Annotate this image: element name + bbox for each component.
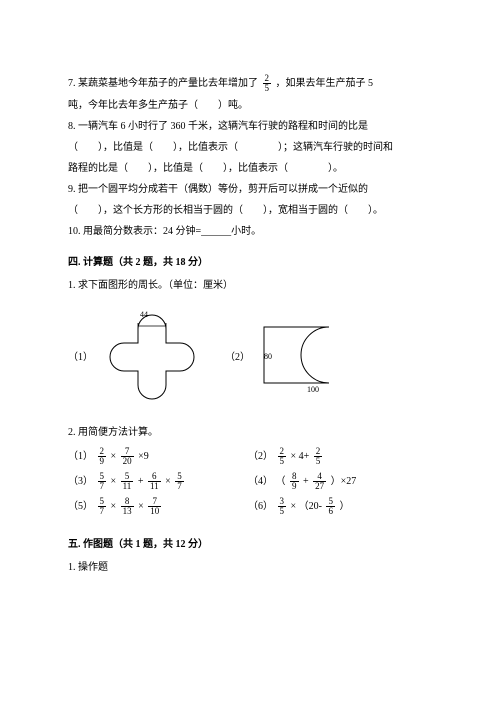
sec4-q2: 2. 用简便方法计算。 <box>68 424 432 441</box>
calc-2: （2） 25 × 4+ 25 <box>248 447 324 466</box>
q7-text-b: ，如果去年生产茄子 5 <box>276 78 374 89</box>
c5-frac-c: 710 <box>148 497 161 516</box>
c5-op2: × <box>138 501 146 512</box>
q7-fraction: 2 5 <box>263 74 272 93</box>
q9-line1: 9. 把一个圆平均分成若干（偶数）等份，剪开后可以拼成一个近似的 <box>68 181 432 198</box>
question-7: 7. 某蔬菜基地今年茄子的产量比去年增加了 2 5 ，如果去年生产茄子 5 <box>68 74 432 93</box>
c4-num: （4） <box>248 476 273 487</box>
c2-num: （2） <box>248 451 273 462</box>
c4-frac-a: 89 <box>290 472 299 491</box>
c3-num: （3） <box>68 476 93 487</box>
figure-2-wrap: （2） 80 100 <box>225 317 364 397</box>
q10: 10. 用最简分数表示：24 分钟=______小时。 <box>68 223 432 240</box>
calc-1: （1） 29 × 720 ×9 <box>68 447 248 466</box>
q8-line2: （ ），比值是（ ），比值表示（ ）；这辆汽车行驶的时间和 <box>68 139 432 156</box>
figure-1-svg <box>97 302 207 412</box>
c5-frac-a: 57 <box>98 497 107 516</box>
calc-3: （3） 57 × 511 + 611 × 57 <box>68 472 248 491</box>
c3-frac-d: 57 <box>175 472 184 491</box>
c4-frac-b: 427 <box>313 472 326 491</box>
c6-frac-a: 35 <box>278 497 287 516</box>
c3-op1: × <box>111 476 119 487</box>
frac-den: 5 <box>263 84 272 93</box>
c3-frac-a: 57 <box>98 472 107 491</box>
c2-frac-b: 25 <box>314 447 323 466</box>
c6-close: ） <box>339 501 349 512</box>
calc-4: （4） （ 89 + 427 ）×27 <box>248 472 356 491</box>
figure-2-caption: （2） <box>225 349 250 366</box>
c3-op3: × <box>165 476 173 487</box>
calc-5: （5） 57 × 813 × 710 <box>68 497 248 516</box>
fig2-dim-80: 80 <box>264 350 272 364</box>
c2-frac-a: 25 <box>278 447 287 466</box>
fig1-dim: 44 <box>140 308 148 322</box>
c2-op1: × 4+ <box>291 451 310 462</box>
c6-op1: × （20- <box>291 501 325 512</box>
c1-op1: × <box>111 451 119 462</box>
calc-row-1: （1） 29 × 720 ×9 （2） 25 × 4+ 25 <box>68 447 432 466</box>
section-4-title: 四. 计算题（共 2 题，共 18 分） <box>68 254 432 271</box>
c5-frac-b: 813 <box>121 497 134 516</box>
c4-close: ）×27 <box>331 476 357 487</box>
c1-frac-a: 29 <box>98 447 107 466</box>
c3-op2: + <box>138 476 146 487</box>
c5-op1: × <box>111 501 119 512</box>
q7-text-a: 7. 某蔬菜基地今年茄子的产量比去年增加了 <box>68 78 258 89</box>
c3-frac-b: 511 <box>121 472 134 491</box>
c6-frac-b: 56 <box>326 497 335 516</box>
figure-1-wrap: （1） 44 <box>68 302 215 412</box>
figure-1-caption: （1） <box>68 349 93 366</box>
c1-op2: ×9 <box>138 451 149 462</box>
fig2-dim-100: 100 <box>307 383 319 397</box>
c5-num: （5） <box>68 501 93 512</box>
c3-frac-c: 611 <box>148 472 161 491</box>
q8-line3: 路程的比是（ ），比值是（ ），比值表示（ ）。 <box>68 160 432 177</box>
figures-row: （1） 44 （2） 80 100 <box>68 302 432 412</box>
q9-line2: （ ），这个长方形的长相当于圆的（ ），宽相当于圆的（ ）。 <box>68 202 432 219</box>
sec5-q1: 1. 操作题 <box>68 559 432 576</box>
q8-line1: 8. 一辆汽车 6 小时行了 360 千米，这辆汽车行驶的路程和时间的比是 <box>68 118 432 135</box>
sec4-q1: 1. 求下面图形的周长。（单位：厘米） <box>68 277 432 294</box>
c1-frac-b: 720 <box>121 447 134 466</box>
c4-op1: + <box>303 476 311 487</box>
c4-open: （ <box>276 476 286 487</box>
calc-row-2: （3） 57 × 511 + 611 × 57 （4） （ 89 + 427 ）… <box>68 472 432 491</box>
c6-num: （6） <box>248 501 273 512</box>
calc-6: （6） 35 × （20- 56 ） <box>248 497 349 516</box>
q7-line2: 吨，今年比去年多生产茄子（ ）吨。 <box>68 97 432 114</box>
c1-num: （1） <box>68 451 93 462</box>
section-5-title: 五. 作图题（共 1 题，共 12 分） <box>68 536 432 553</box>
calc-row-3: （5） 57 × 813 × 710 （6） 35 × （20- 56 ） <box>68 497 432 516</box>
